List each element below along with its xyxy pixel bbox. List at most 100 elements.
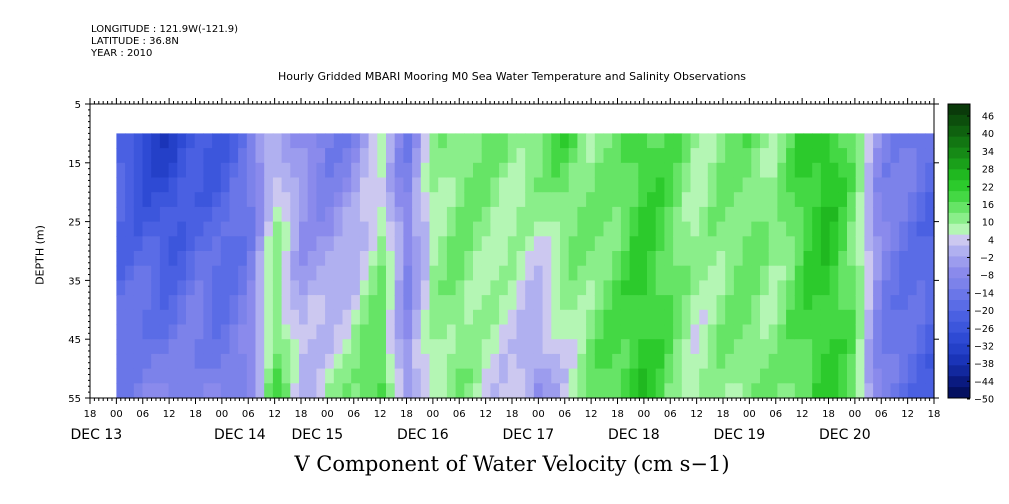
heatmap-cell <box>899 221 909 237</box>
x-hour-label: 12 <box>585 409 598 420</box>
heatmap-cell <box>603 206 613 223</box>
heatmap-cell <box>420 192 431 208</box>
heatmap-cell <box>629 177 639 193</box>
heatmap-cell <box>473 324 483 340</box>
heatmap-cell <box>525 206 535 223</box>
heatmap-cell <box>507 309 518 326</box>
heatmap-cell <box>412 251 422 267</box>
heatmap-cell <box>264 148 274 164</box>
heatmap-cell <box>847 206 857 223</box>
heatmap-cell <box>412 339 422 355</box>
heatmap-cell <box>725 383 735 399</box>
heatmap-cell <box>855 339 865 355</box>
heatmap-cell <box>864 192 874 208</box>
heatmap-cell <box>742 206 752 223</box>
heatmap-cell <box>455 206 465 223</box>
heatmap-cell <box>220 221 231 237</box>
heatmap-cell <box>786 324 796 340</box>
heatmap-cell <box>760 206 770 223</box>
heatmap-cell <box>220 280 231 296</box>
heatmap-cell <box>220 353 231 370</box>
heatmap-cell <box>768 148 778 164</box>
heatmap-cell <box>516 339 526 355</box>
heatmap-cell <box>760 280 770 296</box>
heatmap-cell <box>690 295 700 311</box>
heatmap-cell <box>394 192 404 208</box>
heatmap-cell <box>629 383 639 399</box>
heatmap-cell <box>881 133 892 149</box>
heatmap-cell <box>351 295 361 311</box>
heatmap-cell <box>394 251 404 267</box>
heatmap-cell <box>464 221 474 237</box>
heatmap-cell <box>177 162 187 179</box>
heatmap-cell <box>490 309 500 326</box>
colorbar-swatch <box>948 256 970 268</box>
heatmap-cell <box>299 295 309 311</box>
heatmap-cell <box>899 192 909 208</box>
heatmap-cell <box>220 162 231 179</box>
heatmap-cell <box>525 383 535 399</box>
heatmap-cell <box>499 221 509 237</box>
heatmap-cell <box>351 368 361 384</box>
heatmap-cell <box>429 280 439 296</box>
heatmap-cell <box>864 280 874 296</box>
heatmap-cell <box>299 206 309 223</box>
heatmap-cell <box>481 236 491 252</box>
heatmap-cell <box>542 177 552 193</box>
colorbar-swatch <box>948 104 970 116</box>
heatmap-cell <box>455 162 465 179</box>
heatmap-cell <box>594 177 605 193</box>
heatmap-cell <box>125 251 135 267</box>
heatmap-cell <box>568 295 578 311</box>
heatmap-cell <box>925 251 935 267</box>
heatmap-cell <box>151 383 161 399</box>
heatmap-cell <box>820 353 831 370</box>
heatmap-cell <box>829 133 839 149</box>
x-hour-label: 18 <box>822 409 835 420</box>
heatmap-cell <box>316 280 326 296</box>
heatmap-cell <box>212 339 222 355</box>
heatmap-cell <box>359 251 370 267</box>
heatmap-cell <box>568 309 578 326</box>
heatmap-cell <box>629 324 639 340</box>
heatmap-cell <box>899 309 909 326</box>
heatmap-cell <box>125 324 135 340</box>
heatmap-cell <box>420 339 431 355</box>
heatmap-cell <box>890 162 900 179</box>
heatmap-cell <box>377 236 387 252</box>
heatmap-cell <box>551 339 561 355</box>
x-hour-label: 12 <box>796 409 809 420</box>
heatmap-cell <box>203 324 213 340</box>
heatmap-cell <box>664 236 674 252</box>
heatmap-cell <box>716 339 726 355</box>
heatmap-cell <box>612 339 622 355</box>
heatmap-cell <box>516 133 526 149</box>
heatmap-cell <box>812 251 822 267</box>
heatmap-cell <box>525 339 535 355</box>
heatmap-cell <box>168 251 178 267</box>
heatmap-cell <box>290 162 300 179</box>
heatmap-cell <box>794 353 805 370</box>
heatmap-cell <box>647 368 657 384</box>
heatmap-cell <box>490 353 500 370</box>
heatmap-cell <box>733 251 744 267</box>
heatmap-cell <box>533 383 544 399</box>
heatmap-cell <box>481 368 491 384</box>
heatmap-cell <box>455 192 465 208</box>
heatmap-cell <box>516 295 526 311</box>
heatmap-cell <box>307 295 317 311</box>
heatmap-cell <box>177 383 187 399</box>
heatmap-cell <box>707 339 718 355</box>
heatmap-cell <box>238 309 248 326</box>
heatmap-cell <box>342 280 352 296</box>
heatmap-cell <box>725 221 735 237</box>
heatmap-cell <box>386 368 396 384</box>
heatmap-cell <box>925 309 935 326</box>
heatmap-cell <box>525 265 535 281</box>
heatmap-cell <box>699 251 709 267</box>
heatmap-cell <box>429 295 439 311</box>
colorbar-label: 4 <box>988 235 994 246</box>
heatmap-cell <box>325 280 335 296</box>
heatmap-cell <box>125 162 135 179</box>
heatmap-cell <box>725 353 735 370</box>
